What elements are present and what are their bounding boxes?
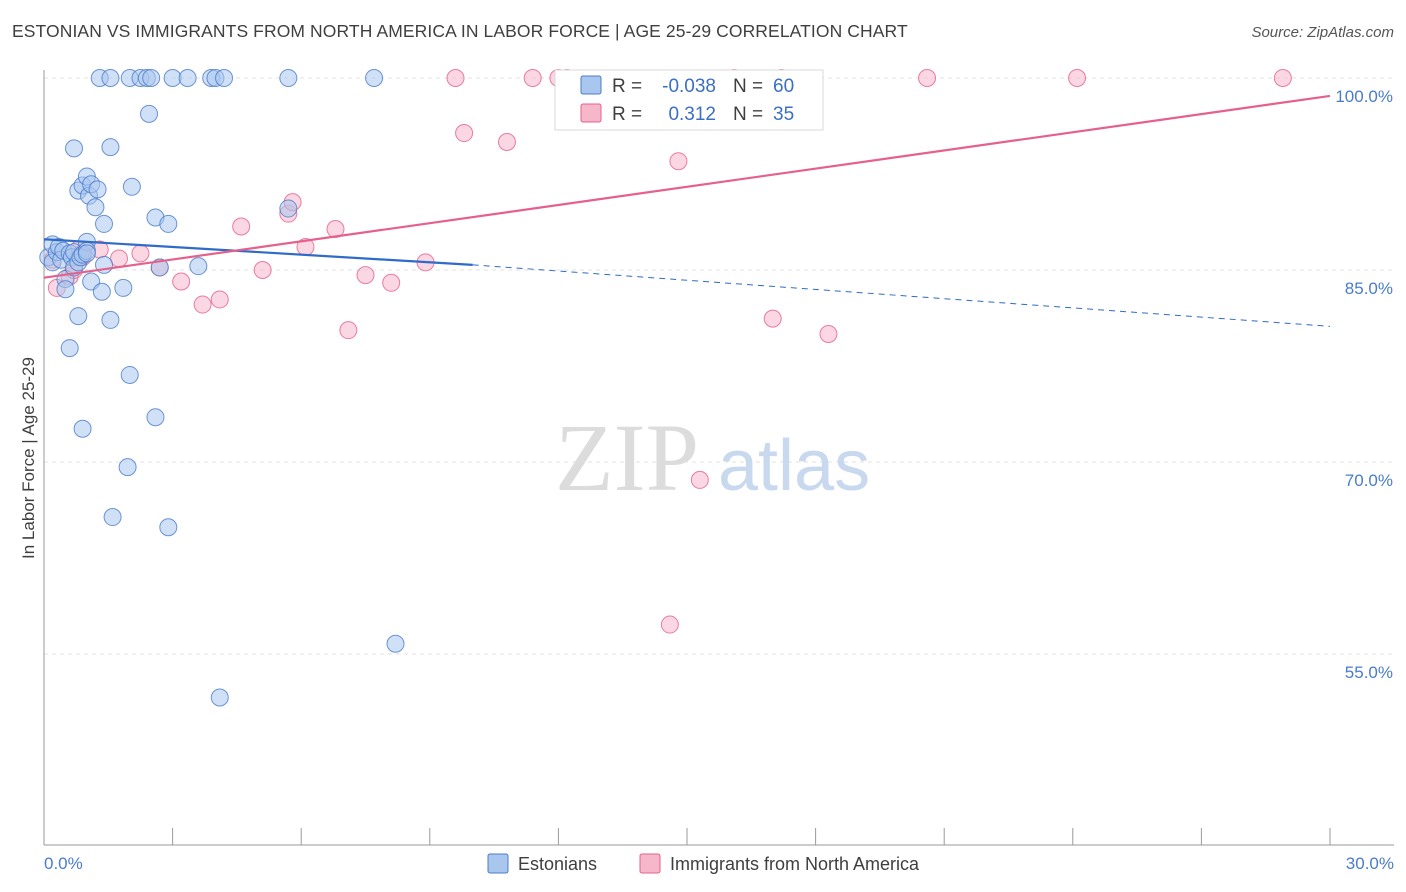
data-point xyxy=(131,244,150,263)
data-point xyxy=(523,69,542,87)
legend-r-label-1: R = xyxy=(612,76,642,97)
source-label: Source: ZipAtlas.com xyxy=(1251,24,1394,41)
data-point xyxy=(763,309,782,328)
data-point xyxy=(95,214,114,233)
data-point xyxy=(356,266,375,285)
data-point xyxy=(118,458,137,477)
legend-n-label-1: N = xyxy=(733,76,763,97)
data-point xyxy=(193,295,212,314)
data-point xyxy=(189,257,208,276)
data-point xyxy=(110,249,129,268)
data-point xyxy=(279,69,298,87)
watermark-atlas: atlas xyxy=(718,426,870,506)
data-point xyxy=(88,180,107,199)
data-point xyxy=(101,138,120,157)
legend-r-value-2: 0.312 xyxy=(668,104,716,125)
legend-r-value-1: -0.038 xyxy=(662,76,716,97)
data-point xyxy=(669,152,688,171)
data-point xyxy=(163,69,182,87)
watermark-zip: ZIP xyxy=(555,404,699,511)
data-point xyxy=(65,139,84,158)
x-tick-label-min: 0.0% xyxy=(44,854,83,873)
correlation-legend: R = -0.038 N = 60 R = 0.312 N = 35 xyxy=(554,69,824,131)
data-point xyxy=(819,325,838,343)
watermark: ZIP atlas xyxy=(555,404,870,511)
axes xyxy=(43,70,1394,846)
data-point xyxy=(178,69,197,87)
trend-immigrants xyxy=(43,94,1331,279)
data-point xyxy=(210,688,229,707)
data-point xyxy=(279,199,298,218)
legend-r-label-2: R = xyxy=(612,104,642,125)
gridlines xyxy=(44,77,1394,655)
legend-n-label-2: N = xyxy=(733,104,763,125)
data-point xyxy=(446,69,465,87)
data-point xyxy=(382,273,401,292)
data-point xyxy=(690,470,709,489)
y-axis-tick-labels: 100.0% 85.0% 70.0% 55.0% xyxy=(1335,87,1393,682)
data-point xyxy=(146,408,165,427)
trend-estonians-extrapolated xyxy=(472,264,1331,327)
data-point xyxy=(69,307,88,326)
series-immigrants-points xyxy=(43,69,1292,634)
y-tick-label: 70.0% xyxy=(1345,471,1393,490)
legend-swatch-blue xyxy=(580,75,602,95)
trend-estonians xyxy=(43,238,473,266)
data-point xyxy=(918,69,937,87)
legend-n-value-1: 60 xyxy=(773,76,794,97)
data-point xyxy=(210,290,229,309)
y-tick-label: 100.0% xyxy=(1335,87,1393,106)
series-estonians-points xyxy=(39,69,405,707)
data-point xyxy=(215,69,234,87)
data-point xyxy=(159,518,178,537)
data-point xyxy=(114,278,133,297)
data-point xyxy=(150,258,169,277)
y-tick-label: 85.0% xyxy=(1345,279,1393,298)
data-point xyxy=(159,214,178,233)
x-tick-label-max: 30.0% xyxy=(1346,854,1394,873)
data-point xyxy=(339,321,358,340)
chart-title: ESTONIAN VS IMMIGRANTS FROM NORTH AMERIC… xyxy=(12,21,908,41)
data-point xyxy=(386,634,405,653)
data-point xyxy=(232,217,251,236)
legend-n-value-2: 35 xyxy=(773,104,794,125)
data-point xyxy=(56,280,75,299)
y-axis-label: In Labor Force | Age 25-29 xyxy=(19,357,38,559)
y-tick-label: 55.0% xyxy=(1345,663,1393,682)
data-point xyxy=(660,615,679,634)
data-point xyxy=(140,104,159,123)
data-point xyxy=(60,339,79,358)
data-point xyxy=(172,272,191,291)
data-point xyxy=(120,365,139,384)
data-point xyxy=(101,69,120,87)
data-point xyxy=(497,133,516,151)
data-point xyxy=(142,69,161,87)
data-point xyxy=(73,419,92,438)
data-point xyxy=(103,508,122,527)
bottom-legend-estonians: Estonians xyxy=(518,854,597,874)
data-point xyxy=(365,69,384,87)
x-axis-ticks xyxy=(172,828,1331,845)
data-point xyxy=(253,261,272,279)
data-point xyxy=(1068,69,1087,87)
bottom-legend-immigrants: Immigrants from North America xyxy=(670,854,920,874)
trend-lines xyxy=(43,94,1331,327)
data-point xyxy=(77,244,96,263)
data-point xyxy=(122,177,141,196)
series-legend: Estonians Immigrants from North America xyxy=(487,853,920,874)
data-point xyxy=(86,198,105,217)
bottom-legend-swatch-estonians xyxy=(487,853,509,874)
data-point xyxy=(455,124,474,143)
data-point xyxy=(1273,69,1292,87)
data-point xyxy=(92,282,111,301)
data-point xyxy=(101,310,120,329)
bottom-legend-swatch-immigrants xyxy=(639,853,661,874)
legend-swatch-pink xyxy=(580,103,602,123)
